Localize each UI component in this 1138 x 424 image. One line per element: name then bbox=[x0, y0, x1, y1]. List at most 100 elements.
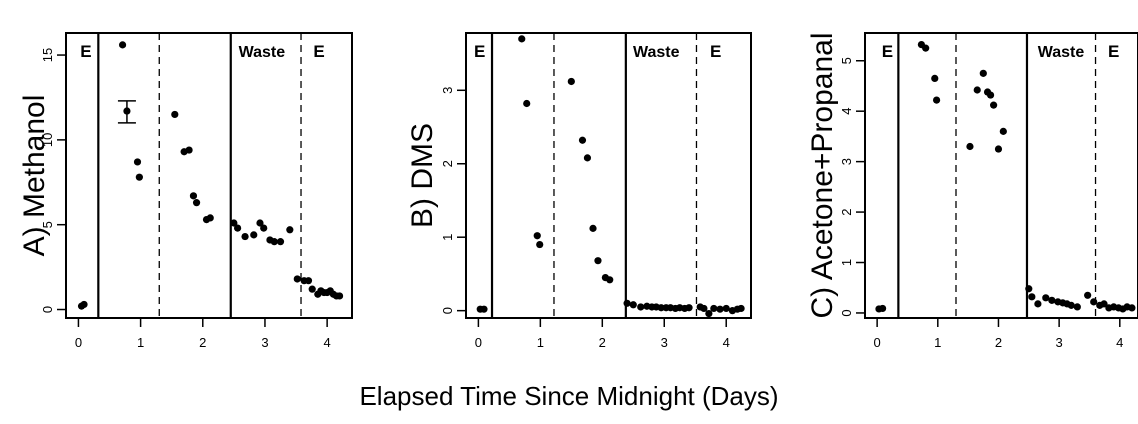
data-point bbox=[1100, 300, 1108, 308]
x-tick-label: 2 bbox=[199, 335, 206, 350]
x-tick-label: 2 bbox=[995, 335, 1002, 350]
data-point bbox=[171, 110, 179, 119]
data-point bbox=[1034, 300, 1042, 308]
y-tick-label: 15 bbox=[40, 48, 55, 62]
data-point bbox=[234, 224, 242, 232]
data-point bbox=[192, 199, 201, 207]
x-tick-label: 3 bbox=[1056, 335, 1063, 350]
data-point bbox=[518, 35, 526, 43]
plot-frame bbox=[864, 32, 1138, 319]
region-label-waste: Waste bbox=[239, 44, 286, 61]
y-tick-label: 3 bbox=[440, 87, 455, 94]
data-point bbox=[1073, 303, 1081, 311]
data-point bbox=[737, 304, 745, 313]
data-point bbox=[533, 232, 541, 240]
data-point bbox=[276, 238, 285, 246]
x-tick-label: 1 bbox=[137, 335, 144, 350]
y-tick-label: 2 bbox=[839, 208, 854, 215]
data-point bbox=[637, 303, 645, 311]
region-label-e: E bbox=[882, 42, 893, 61]
region-label-e: E bbox=[474, 42, 485, 61]
panel-dms: E Waste E 0 1 2 3 4 0 1 2 3 B) DMS bbox=[406, 32, 752, 350]
x-tick-label: 0 bbox=[75, 335, 82, 350]
data-point bbox=[578, 136, 587, 144]
data-point bbox=[657, 304, 665, 312]
data-point bbox=[567, 77, 575, 86]
data-point bbox=[990, 101, 998, 109]
data-point bbox=[722, 304, 730, 313]
data-point bbox=[922, 44, 930, 52]
data-point bbox=[1090, 298, 1098, 306]
data-point bbox=[1028, 293, 1036, 301]
data-point bbox=[594, 257, 602, 265]
data-point bbox=[878, 304, 887, 313]
data-point bbox=[293, 275, 301, 283]
panel-methanol: E Waste E 0 1 2 3 4 0 5 10 15 A) Methanol bbox=[18, 32, 353, 350]
data-point bbox=[206, 214, 214, 222]
y-axis-label: C) Acetone+Propanal bbox=[806, 32, 839, 318]
data-point bbox=[189, 192, 198, 200]
y-tick-label: 10 bbox=[40, 133, 55, 147]
data-point bbox=[979, 69, 987, 77]
x-tick-label: 3 bbox=[661, 335, 668, 350]
data-point bbox=[523, 99, 531, 108]
data-point bbox=[994, 145, 1003, 153]
data-point bbox=[250, 231, 258, 239]
x-tick-label: 4 bbox=[324, 335, 331, 350]
data-point bbox=[1084, 291, 1092, 299]
y-tick-label: 0 bbox=[40, 306, 55, 313]
data-point bbox=[118, 41, 127, 49]
data-point bbox=[999, 127, 1007, 135]
data-point bbox=[973, 86, 981, 94]
x-tick-label: 2 bbox=[599, 335, 606, 350]
data-point bbox=[589, 224, 597, 232]
data-point bbox=[583, 154, 592, 162]
data-point bbox=[623, 299, 631, 307]
plot-frame bbox=[465, 32, 752, 319]
data-point bbox=[133, 158, 142, 166]
data-point bbox=[1128, 304, 1136, 312]
data-point bbox=[700, 304, 708, 313]
data-point bbox=[286, 226, 294, 234]
data-point bbox=[123, 107, 131, 115]
x-axis-label: Elapsed Time Since Midnight (Days) bbox=[359, 381, 778, 411]
data-point bbox=[606, 276, 614, 284]
data-point bbox=[241, 232, 249, 241]
region-label-waste: Waste bbox=[1038, 44, 1085, 61]
data-point bbox=[629, 301, 637, 309]
region-label-e: E bbox=[710, 42, 721, 61]
data-point bbox=[931, 74, 939, 82]
y-tick-label: 5 bbox=[839, 57, 854, 64]
plot-frame bbox=[65, 32, 353, 319]
data-point bbox=[304, 277, 313, 285]
data-point bbox=[986, 91, 995, 99]
data-point bbox=[716, 305, 724, 313]
data-point bbox=[966, 142, 974, 151]
region-label-e: E bbox=[1108, 42, 1119, 61]
data-point bbox=[335, 292, 344, 300]
x-tick-label: 4 bbox=[723, 335, 730, 350]
data-point bbox=[480, 305, 488, 313]
x-tick-label: 3 bbox=[261, 335, 268, 350]
y-tick-label: 5 bbox=[40, 221, 55, 228]
data-point bbox=[1025, 285, 1033, 293]
y-tick-label: 3 bbox=[839, 158, 854, 165]
data-point bbox=[932, 96, 941, 104]
data-point bbox=[710, 304, 718, 313]
x-tick-label: 0 bbox=[475, 335, 482, 350]
data-point bbox=[230, 219, 238, 227]
panel-acetone-propanal: E Waste E 0 1 2 3 4 0 1 2 3 4 5C) Acetone+Propanal bbox=[806, 32, 1138, 350]
x-tick-label: 1 bbox=[537, 335, 544, 350]
data-point bbox=[256, 219, 264, 227]
y-tick-label: 1 bbox=[440, 234, 455, 241]
data-point bbox=[1067, 301, 1075, 309]
region-label-waste: Waste bbox=[633, 44, 680, 61]
y-tick-label: 2 bbox=[440, 160, 455, 167]
x-tick-label: 4 bbox=[1116, 335, 1123, 350]
x-tick-label: 0 bbox=[874, 335, 881, 350]
y-axis-label: B) DMS bbox=[406, 123, 439, 228]
y-tick-label: 0 bbox=[440, 307, 455, 314]
